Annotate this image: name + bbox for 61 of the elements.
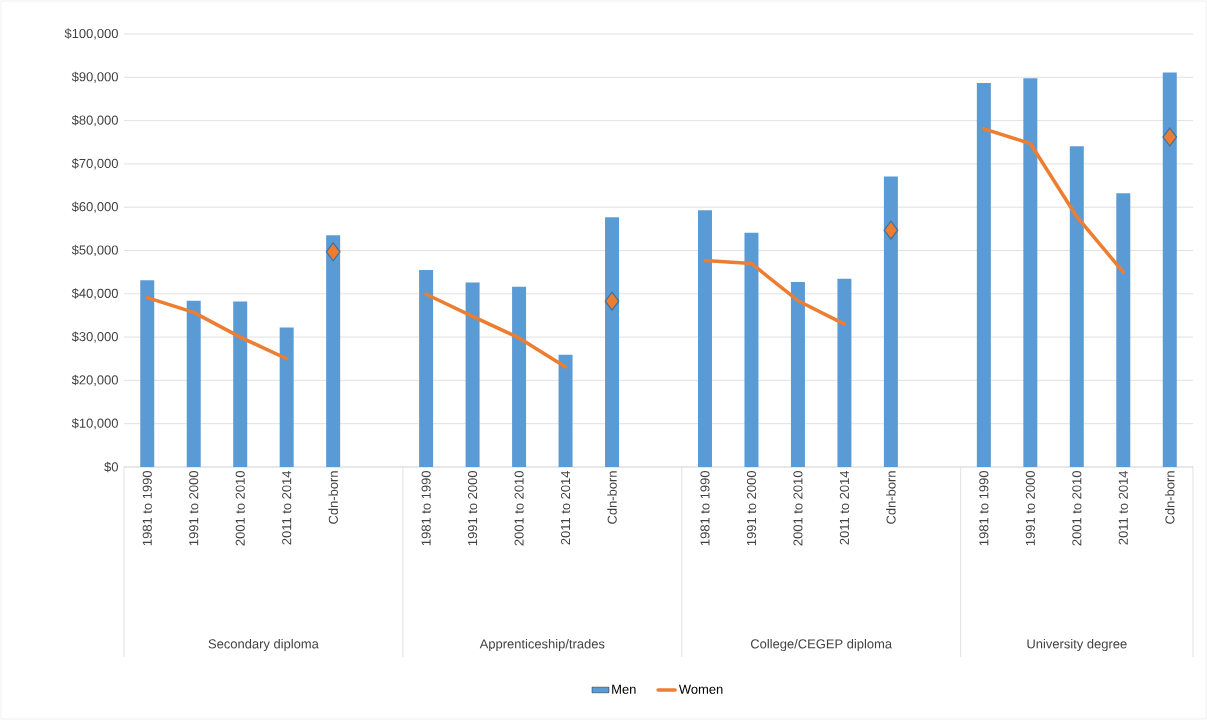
bar	[1069, 146, 1084, 467]
x-tick-label: 1981 to 1990	[979, 471, 989, 546]
y-tick-label: $50,000	[71, 244, 118, 257]
bar	[186, 300, 201, 467]
x-tick-label: Cdn-born	[328, 471, 338, 524]
x-tick-label: 1981 to 1990	[700, 471, 710, 546]
bar	[512, 286, 527, 467]
text: Apprenticeship/trades	[479, 638, 605, 652]
x-tick-label: 2001 to 2010	[235, 471, 245, 546]
x-tick-label: 1991 to 2000	[1025, 471, 1035, 546]
point	[604, 291, 620, 311]
text: College/CEGEP diploma	[750, 638, 893, 652]
legend-label: Men	[612, 684, 636, 694]
y-tick-label: $0	[104, 461, 118, 473]
x-tick-label: 2011 to 2014	[560, 470, 571, 545]
point	[1162, 127, 1178, 147]
point	[325, 242, 341, 262]
y-tick-label: $60,000	[71, 201, 118, 213]
bar	[465, 282, 480, 467]
y-tick-label: $30,000	[71, 331, 118, 343]
x-tick-label: 1991 to 2000	[189, 471, 199, 546]
x-tick-label: 2001 to 2010	[793, 471, 803, 546]
x-tick-label: 2011 to 2014	[839, 470, 850, 545]
text: University degree	[1027, 638, 1127, 652]
bar	[837, 278, 852, 467]
y-tick-label: $40,000	[71, 288, 118, 300]
y-tick-label: $10,000	[71, 418, 118, 430]
bar	[744, 232, 759, 467]
x-tick-label: 1991 to 2000	[468, 471, 478, 546]
x-tick-label: 2001 to 2010	[514, 471, 524, 546]
bar	[1116, 193, 1131, 467]
bar	[558, 354, 573, 467]
legend-label: Women	[678, 684, 723, 694]
bar	[1162, 72, 1177, 467]
y-tick-label: $80,000	[71, 114, 118, 127]
bar	[1023, 78, 1038, 467]
x-tick-label: 1981 to 1990	[421, 471, 431, 546]
bar	[233, 301, 248, 467]
y-tick-label: $100,000	[64, 28, 118, 40]
bar	[883, 176, 898, 467]
x-tick-label: 1991 to 2000	[746, 471, 757, 546]
y-tick-label: $70,000	[71, 158, 118, 170]
bar	[605, 217, 620, 467]
bar	[790, 282, 805, 467]
text: Secondary diploma	[208, 638, 319, 652]
x-tick-label: Cdn-born	[1165, 471, 1175, 524]
x-tick-label: 2011 to 2014	[1118, 470, 1128, 545]
bar	[419, 269, 434, 467]
point	[883, 220, 899, 240]
bar	[697, 210, 712, 467]
y-tick-label: $90,000	[71, 71, 118, 83]
bar	[326, 235, 341, 467]
x-tick-label: 2001 to 2010	[1072, 471, 1082, 546]
x-tick-label: 2011 to 2014	[282, 470, 292, 545]
bar	[976, 82, 991, 467]
y-tick-label: $20,000	[71, 374, 118, 387]
bar	[140, 280, 155, 467]
x-tick-label: Cdn-born	[886, 471, 896, 524]
bar	[279, 327, 294, 467]
x-tick-label: Cdn-born	[607, 471, 617, 524]
x-tick-label: 1981 to 1990	[142, 471, 152, 546]
